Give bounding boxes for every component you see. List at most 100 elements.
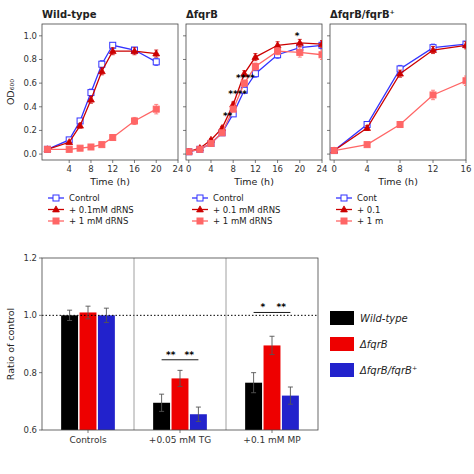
x-tick	[322, 160, 323, 163]
data-point	[44, 146, 51, 152]
data-point	[98, 68, 105, 74]
error-cap	[178, 386, 183, 387]
data-point	[364, 142, 370, 148]
x-tick-label: 20	[151, 164, 162, 174]
y-tick	[327, 154, 330, 155]
y-tick	[327, 59, 330, 60]
panel-title: Wild-type	[42, 9, 97, 20]
data-point	[77, 145, 83, 151]
x-tick-label: 8	[230, 164, 235, 174]
legend-label: + 0.1	[357, 205, 380, 215]
line-panel: 04812162024***********ΔfqrBTime (h)Contr…	[183, 9, 327, 226]
legend-marker	[197, 218, 203, 224]
data-point	[331, 147, 338, 153]
data-point	[397, 122, 403, 128]
x-tick-label: 24	[317, 164, 328, 174]
data-point	[297, 49, 303, 55]
x-tick-label: 4	[66, 164, 71, 174]
error-bar	[276, 48, 280, 55]
bar	[80, 312, 97, 430]
error-stem	[161, 394, 162, 411]
error-bar	[159, 394, 164, 411]
x-tick	[334, 160, 335, 163]
annotation: *	[260, 302, 265, 312]
data-point	[88, 96, 95, 102]
error-cap	[251, 372, 256, 373]
reference-line	[42, 315, 318, 316]
data-point	[252, 64, 258, 70]
panel-title: ΔfqrB	[186, 9, 218, 20]
error-bar	[86, 306, 91, 319]
error-bar	[132, 117, 136, 124]
bar	[61, 315, 78, 430]
x-tick	[69, 160, 70, 163]
data-point	[252, 54, 259, 60]
x-tick-label: 12	[107, 164, 118, 174]
x-tick-label: 12	[428, 164, 439, 174]
x-tick	[272, 430, 273, 433]
error-stem	[198, 407, 199, 421]
error-cap	[320, 50, 322, 51]
series-line	[47, 109, 156, 149]
data-point	[319, 41, 322, 47]
x-axis-label: Time (h)	[89, 176, 130, 187]
error-cap	[431, 99, 435, 100]
chart-root: 48121620240.00.20.40.60.81.0Wild-typeTim…	[0, 0, 474, 474]
data-point	[319, 52, 322, 58]
error-stem	[290, 387, 291, 404]
legend-marker	[197, 206, 204, 212]
x-tick	[178, 160, 179, 163]
error-cap	[398, 77, 402, 78]
x-tick	[134, 160, 135, 163]
group-separator	[134, 258, 135, 430]
data-point	[44, 146, 50, 152]
y-tick	[183, 59, 186, 60]
x-tick	[299, 160, 300, 163]
x-tick-label: 16	[461, 164, 472, 174]
error-bar	[196, 407, 201, 421]
error-bar	[398, 122, 402, 128]
series-line	[334, 44, 466, 150]
error-bar	[464, 76, 466, 85]
legend-swatch	[330, 311, 354, 325]
legend: Control+ 0.1mM dRNS+ 1 mM dRNS	[48, 193, 134, 226]
data-point	[153, 106, 159, 112]
x-tick-label: 0	[186, 164, 191, 174]
legend-label: ΔfqrB/fqrB⁺	[359, 365, 417, 376]
error-cap	[464, 85, 466, 86]
x-tick-label: 8	[88, 164, 93, 174]
error-bar	[154, 104, 158, 113]
y-tick	[39, 83, 42, 84]
error-bar	[67, 310, 72, 320]
legend-marker	[341, 218, 347, 224]
y-tick-label: 0.6	[23, 78, 37, 88]
legend-swatch	[330, 363, 354, 377]
x-tick	[367, 160, 368, 163]
legend-marker	[197, 195, 203, 201]
legend-label: Cont	[357, 193, 378, 203]
error-cap	[159, 394, 164, 395]
data-point	[331, 148, 337, 154]
legend: Wild-typeΔfqrBΔfqrB/fqrB⁺	[330, 311, 417, 377]
data-point	[274, 42, 281, 48]
data-point	[66, 139, 73, 145]
x-tick	[400, 160, 401, 163]
error-bar	[111, 135, 115, 140]
legend-label: Control	[213, 193, 244, 203]
data-point	[131, 118, 137, 124]
data-point	[463, 42, 466, 48]
data-point	[99, 142, 105, 148]
error-bar	[178, 370, 183, 386]
y-axis-label: Ratio of control	[5, 308, 16, 381]
y-tick	[39, 315, 42, 316]
error-bar	[431, 90, 435, 99]
error-stem	[253, 373, 254, 393]
y-tick	[39, 35, 42, 36]
data-point	[77, 122, 84, 128]
error-cap	[270, 336, 275, 337]
data-point	[208, 140, 214, 146]
series-group	[44, 42, 160, 152]
bar	[172, 378, 189, 430]
error-cap	[251, 392, 256, 393]
x-tick	[88, 430, 89, 433]
